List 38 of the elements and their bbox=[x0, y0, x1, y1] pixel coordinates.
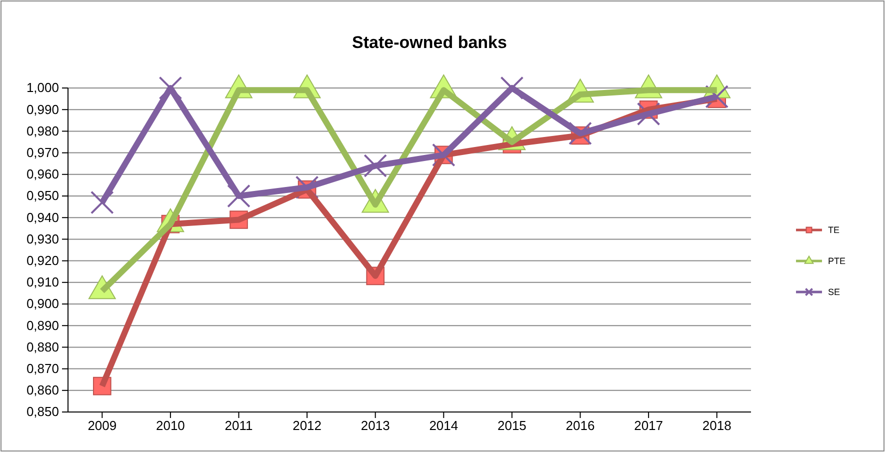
legend-label: SE bbox=[828, 287, 840, 297]
x-tick-label: 2010 bbox=[156, 418, 185, 434]
point bbox=[158, 76, 182, 100]
y-tick-label: 0,990 bbox=[26, 102, 59, 117]
y-tick-label: 1,000 bbox=[26, 80, 59, 96]
y-tick-label: 0,980 bbox=[26, 123, 59, 138]
y-tick-label: 0,850 bbox=[26, 404, 59, 420]
x-tick-label: 2009 bbox=[88, 418, 117, 434]
y-tick-label: 0,880 bbox=[26, 339, 59, 354]
y-tick-label: 0,930 bbox=[26, 231, 59, 246]
chart-title: State-owned banks bbox=[352, 33, 507, 52]
x-tick-label: 2015 bbox=[497, 418, 526, 434]
point bbox=[636, 102, 660, 126]
x-tick-label: 2016 bbox=[566, 418, 595, 434]
x-tick-label: 2014 bbox=[429, 418, 458, 434]
x-tick-label: 2013 bbox=[360, 418, 390, 434]
point bbox=[568, 122, 592, 146]
x-tick-label: 2017 bbox=[634, 418, 664, 434]
y-tick-label: 0,860 bbox=[26, 382, 59, 398]
y-tick-label: 0,940 bbox=[26, 210, 59, 225]
y-tick-label: 0,890 bbox=[26, 318, 59, 333]
y-tick-label: 0,910 bbox=[26, 274, 59, 290]
y-tick-label: 0,920 bbox=[26, 252, 59, 268]
y-tick-label: 0,960 bbox=[26, 166, 59, 182]
point bbox=[500, 76, 524, 100]
point bbox=[295, 176, 319, 200]
legend-label: PTE bbox=[828, 256, 846, 266]
point bbox=[90, 190, 114, 214]
point bbox=[227, 184, 250, 208]
x-tick-label: 2012 bbox=[292, 418, 322, 434]
x-tick-label: 2011 bbox=[224, 418, 253, 434]
y-tick-label: 0,900 bbox=[26, 296, 59, 312]
y-tick-label: 0,950 bbox=[26, 188, 59, 204]
x-tick-label: 2018 bbox=[702, 418, 732, 434]
y-tick-label: 0,870 bbox=[26, 360, 59, 376]
legend-label: TE bbox=[828, 225, 840, 235]
point bbox=[364, 154, 388, 178]
y-tick-label: 0,970 bbox=[26, 144, 59, 160]
